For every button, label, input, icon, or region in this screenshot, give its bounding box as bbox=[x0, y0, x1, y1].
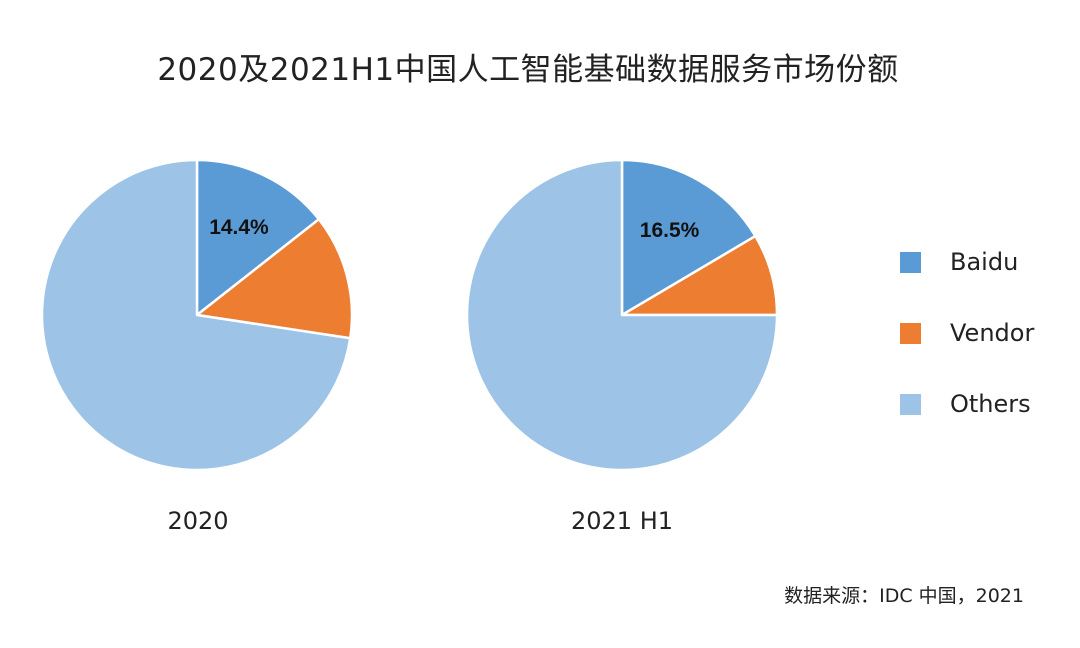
pie-2020-slice-others bbox=[40, 158, 352, 472]
legend-swatch-baidu bbox=[900, 251, 921, 273]
pie-2021h1-slice-others bbox=[465, 158, 779, 472]
pie-2021h1-label: 2021 H1 bbox=[570, 507, 674, 535]
pie-2020-label: 2020 bbox=[167, 507, 229, 535]
legend-swatch-vendor bbox=[900, 322, 921, 344]
pie-2020-slice-baidu bbox=[195, 158, 321, 317]
chart-title: 2020及2021H1中国人工智能基础数据服务市场份额 bbox=[157, 52, 899, 88]
legend: Baidu Vendor Others bbox=[900, 246, 1034, 459]
legend-label-vendor: Vendor bbox=[950, 319, 1035, 347]
pie-2021h1-data-label-baidu: 16.5% bbox=[640, 219, 700, 242]
legend-item-baidu: Baidu bbox=[900, 246, 1034, 278]
pie-2020-data-label-baidu: 14.4% bbox=[209, 216, 269, 239]
legend-label-baidu: Baidu bbox=[950, 248, 1019, 276]
legend-swatch-others bbox=[900, 393, 921, 415]
pie-2020-slice-vendor bbox=[195, 217, 354, 340]
legend-label-others: Others bbox=[950, 390, 1031, 418]
legend-item-others: Others bbox=[900, 388, 1034, 420]
legend-item-vendor: Vendor bbox=[900, 317, 1034, 349]
data-source: 数据来源：IDC 中国，2021 bbox=[784, 585, 1024, 607]
pie-2021h1-slice-baidu bbox=[620, 158, 757, 317]
